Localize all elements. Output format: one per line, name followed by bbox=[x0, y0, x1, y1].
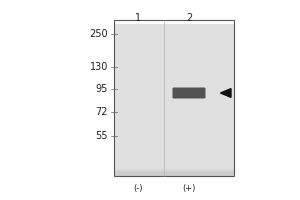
FancyBboxPatch shape bbox=[114, 40, 234, 169]
FancyBboxPatch shape bbox=[114, 137, 234, 171]
FancyBboxPatch shape bbox=[114, 125, 234, 171]
FancyBboxPatch shape bbox=[114, 90, 234, 170]
FancyBboxPatch shape bbox=[114, 36, 234, 169]
FancyBboxPatch shape bbox=[114, 94, 234, 170]
FancyBboxPatch shape bbox=[114, 82, 234, 170]
FancyBboxPatch shape bbox=[114, 98, 234, 170]
Text: (-): (-) bbox=[133, 184, 143, 192]
FancyBboxPatch shape bbox=[114, 117, 234, 171]
FancyBboxPatch shape bbox=[114, 121, 234, 171]
FancyBboxPatch shape bbox=[114, 71, 234, 169]
FancyBboxPatch shape bbox=[172, 87, 206, 98]
FancyBboxPatch shape bbox=[114, 110, 234, 170]
FancyBboxPatch shape bbox=[114, 160, 234, 172]
Text: 72: 72 bbox=[95, 107, 108, 117]
FancyBboxPatch shape bbox=[114, 164, 234, 172]
FancyBboxPatch shape bbox=[114, 43, 234, 169]
FancyBboxPatch shape bbox=[114, 114, 234, 171]
FancyBboxPatch shape bbox=[114, 67, 234, 169]
FancyBboxPatch shape bbox=[114, 153, 234, 172]
FancyBboxPatch shape bbox=[114, 149, 234, 171]
FancyBboxPatch shape bbox=[114, 133, 234, 171]
FancyBboxPatch shape bbox=[114, 106, 234, 170]
FancyBboxPatch shape bbox=[114, 172, 234, 176]
Text: 1: 1 bbox=[135, 13, 141, 23]
FancyBboxPatch shape bbox=[114, 141, 234, 171]
Text: 130: 130 bbox=[90, 62, 108, 72]
FancyBboxPatch shape bbox=[114, 156, 234, 172]
FancyBboxPatch shape bbox=[114, 75, 234, 170]
Text: (+): (+) bbox=[182, 184, 196, 192]
FancyBboxPatch shape bbox=[114, 63, 234, 169]
Polygon shape bbox=[220, 89, 231, 97]
Text: 55: 55 bbox=[95, 131, 108, 141]
FancyBboxPatch shape bbox=[114, 168, 234, 172]
FancyBboxPatch shape bbox=[114, 24, 234, 168]
FancyBboxPatch shape bbox=[114, 51, 234, 169]
FancyBboxPatch shape bbox=[114, 102, 234, 170]
FancyBboxPatch shape bbox=[114, 129, 234, 171]
Text: 250: 250 bbox=[89, 29, 108, 39]
FancyBboxPatch shape bbox=[114, 55, 234, 169]
FancyBboxPatch shape bbox=[114, 28, 234, 168]
FancyBboxPatch shape bbox=[114, 86, 234, 170]
FancyBboxPatch shape bbox=[114, 78, 234, 170]
Text: 95: 95 bbox=[96, 84, 108, 94]
Text: 2: 2 bbox=[186, 13, 192, 23]
FancyBboxPatch shape bbox=[114, 145, 234, 171]
FancyBboxPatch shape bbox=[114, 47, 234, 169]
FancyBboxPatch shape bbox=[114, 59, 234, 169]
FancyBboxPatch shape bbox=[114, 32, 234, 168]
